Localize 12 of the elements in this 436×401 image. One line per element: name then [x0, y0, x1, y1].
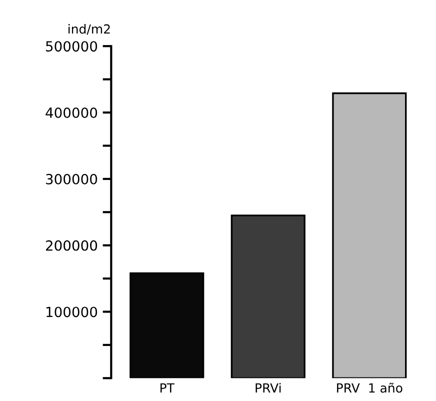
y-tick-label: 300000	[46, 174, 98, 184]
bar	[130, 272, 204, 378]
x-tick-label: PT	[160, 383, 174, 392]
bar	[230, 214, 306, 378]
y-tick-label: 200000	[46, 240, 98, 251]
y-axis-title: ind/m2	[68, 24, 110, 35]
y-tick-label: 100000	[46, 306, 98, 318]
x-tick-label: PRVi	[256, 383, 281, 392]
bar	[332, 92, 407, 378]
x-tick-label: PRV 1 año	[337, 382, 402, 393]
y-tick-label: 500000	[46, 41, 98, 52]
y-tick-label: 400000	[46, 107, 98, 118]
